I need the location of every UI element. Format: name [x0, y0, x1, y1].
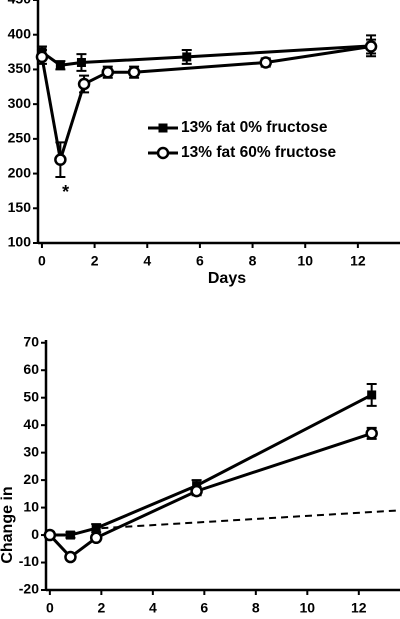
legend-marker [158, 123, 168, 133]
x-tick-label: 6 [196, 253, 204, 269]
marker [364, 40, 378, 53]
x-tick-label: 4 [149, 600, 157, 616]
marker [43, 528, 57, 542]
x-tick-label: 0 [46, 600, 54, 616]
marker [64, 550, 77, 564]
x-tick-label: 8 [252, 600, 260, 616]
x-tick-label: 2 [91, 253, 99, 269]
y-tick-label: 30 [23, 443, 39, 459]
marker [77, 77, 91, 91]
series-line [41, 44, 372, 67]
marker [35, 50, 49, 64]
y-tick-label: 400 [8, 25, 32, 41]
marker [55, 60, 65, 70]
y-tick-label: 70 [23, 333, 39, 349]
y-tick-label: 10 [23, 498, 39, 514]
x-tick-label: 2 [97, 600, 105, 616]
y-tick-label: 200 [8, 164, 32, 180]
x-tick-label: 10 [297, 253, 313, 269]
x-tick-label: 0 [38, 253, 46, 269]
legend-label: 13% fat 0% fructose [181, 119, 328, 136]
marker [259, 56, 272, 69]
x-axis-label: Days [208, 270, 246, 287]
x-tick-label: 12 [351, 600, 367, 616]
y-tick-label: -20 [19, 581, 39, 597]
legend-label: 13% fat 60% fructose [181, 144, 336, 161]
marker [367, 390, 377, 400]
marker [54, 153, 67, 166]
y-tick-label: 250 [8, 130, 32, 146]
reference-line [101, 509, 400, 530]
x-tick-label: 12 [350, 253, 366, 269]
marker [91, 523, 101, 533]
marker [365, 427, 378, 440]
y-tick-label: 100 [8, 234, 32, 250]
y-tick-label: 60 [23, 361, 39, 377]
legend-marker [156, 146, 170, 160]
x-tick-label: 10 [300, 600, 316, 616]
y-tick-label: 300 [8, 95, 32, 111]
series-line [40, 45, 372, 161]
y-tick-label: -10 [19, 553, 39, 569]
marker [101, 65, 115, 79]
y-axis-label: Change in [0, 486, 16, 563]
y-tick-label: 450 [8, 0, 32, 7]
x-tick-label: 8 [249, 253, 257, 269]
x-tick-label: 6 [200, 600, 208, 616]
x-tick-label: 4 [143, 253, 151, 269]
y-tick-label: 0 [31, 526, 39, 542]
y-tick-label: 150 [8, 199, 32, 215]
annotation: * [62, 182, 69, 202]
y-tick-label: 50 [23, 388, 39, 404]
marker [127, 65, 141, 79]
x-axis-label: Days [212, 617, 250, 619]
y-tick-label: 40 [23, 416, 39, 432]
y-tick-label: 350 [8, 60, 32, 76]
y-tick-label: 20 [23, 471, 39, 487]
marker [65, 530, 75, 540]
marker [190, 484, 203, 498]
marker [182, 52, 192, 62]
marker [76, 57, 86, 67]
marker [89, 531, 103, 545]
